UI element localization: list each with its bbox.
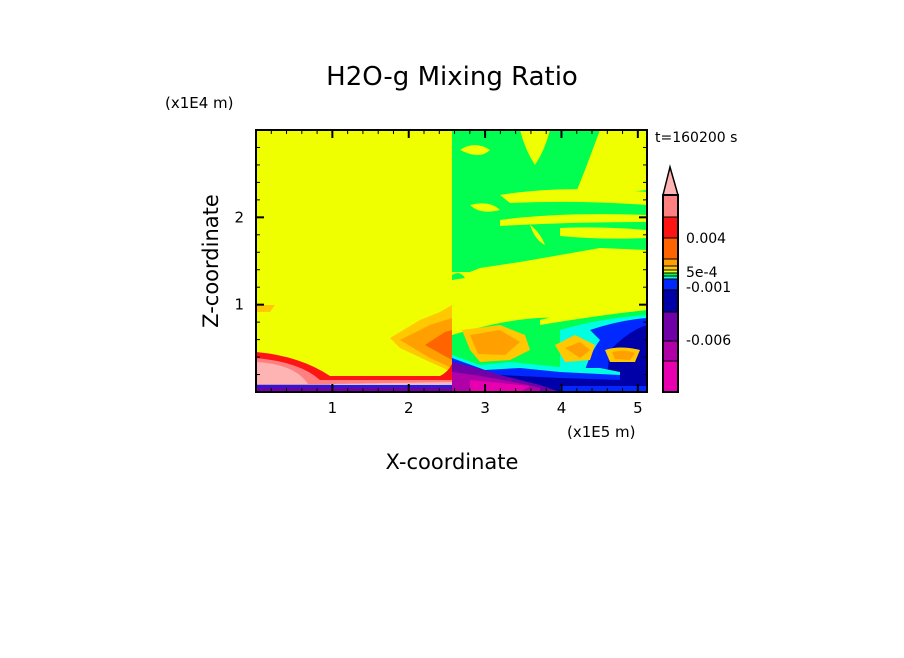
y-tick-label: 2 bbox=[234, 208, 244, 226]
y-unit-label: (x1E4 m) bbox=[165, 94, 234, 112]
time-label: t=160200 s bbox=[655, 130, 737, 146]
colorbar-segment bbox=[662, 360, 679, 393]
contour-region bbox=[612, 350, 635, 360]
colorbar-frame bbox=[662, 194, 679, 393]
colorbar-segment bbox=[662, 258, 679, 267]
contour-region bbox=[575, 130, 647, 195]
y-tick-label: 1 bbox=[234, 296, 244, 314]
contour-region bbox=[560, 386, 647, 392]
contour-region bbox=[470, 330, 520, 355]
colorbar-segment bbox=[662, 340, 679, 362]
colorbar-segment bbox=[662, 311, 679, 342]
contour-region bbox=[400, 318, 452, 368]
contour-region bbox=[470, 130, 580, 180]
x-tick-label: 2 bbox=[404, 399, 414, 417]
colorbar-label: -0.001 bbox=[686, 280, 731, 296]
colorbar-segment bbox=[662, 265, 679, 271]
x-tick-label: 4 bbox=[557, 399, 567, 417]
colorbar-segment bbox=[662, 237, 679, 260]
contour-region bbox=[520, 130, 550, 165]
contour-region bbox=[452, 273, 465, 280]
colorbar-segment bbox=[662, 216, 679, 239]
colorbar-segment bbox=[662, 278, 679, 291]
x-axis-label: X-coordinate bbox=[386, 450, 519, 474]
colorbar-label: 0.004 bbox=[686, 231, 726, 247]
contour-region bbox=[256, 385, 452, 387]
axis-ticks bbox=[255, 130, 647, 393]
contour-region bbox=[256, 362, 308, 384]
contour-region bbox=[425, 330, 452, 360]
colorbar-label: 5e-4 bbox=[686, 265, 718, 281]
contour-region bbox=[540, 296, 647, 325]
contour-region bbox=[256, 385, 452, 392]
contour-region bbox=[500, 189, 647, 205]
x-tick-label: 3 bbox=[480, 399, 490, 417]
x-tick-label: 1 bbox=[328, 399, 338, 417]
colorbar-segment bbox=[662, 289, 679, 313]
contour-region bbox=[470, 203, 500, 212]
plot-frame bbox=[255, 129, 648, 393]
colorbar-extend-triangle bbox=[662, 164, 679, 196]
contour-region bbox=[256, 305, 275, 312]
y-axis-label: Z-coordinate bbox=[199, 194, 223, 328]
chart-title: H2O-g Mixing Ratio bbox=[326, 62, 578, 92]
colorbar-label: -0.006 bbox=[686, 333, 731, 349]
x-unit-label: (x1E5 m) bbox=[567, 423, 636, 441]
contour-region bbox=[460, 145, 490, 155]
contour-region bbox=[565, 342, 590, 358]
contour-field bbox=[256, 130, 647, 392]
colorbar-segment bbox=[662, 194, 679, 218]
contour-region bbox=[500, 214, 647, 226]
x-tick-label: 5 bbox=[633, 399, 643, 417]
contour-region bbox=[530, 225, 545, 245]
colorbar bbox=[662, 164, 679, 393]
contour-region bbox=[560, 227, 647, 239]
